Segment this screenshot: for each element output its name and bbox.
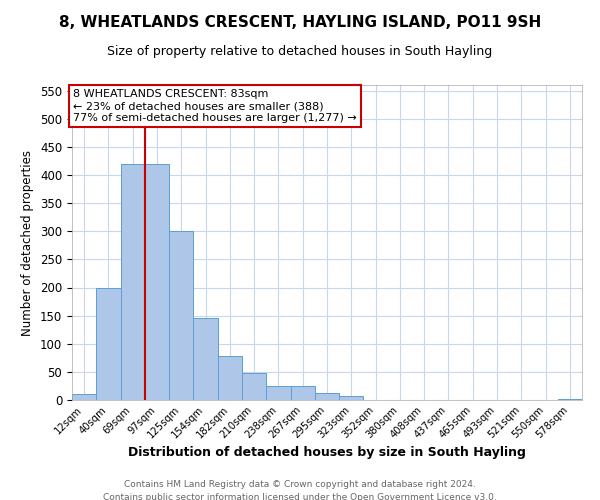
Bar — [558, 399, 582, 400]
Bar — [96, 288, 121, 400]
Text: Contains public sector information licensed under the Open Government Licence v3: Contains public sector information licen… — [103, 492, 497, 500]
Bar — [242, 373, 266, 400]
Bar — [193, 318, 218, 400]
Y-axis label: Number of detached properties: Number of detached properties — [22, 150, 34, 336]
X-axis label: Distribution of detached houses by size in South Hayling: Distribution of detached houses by size … — [128, 446, 526, 459]
Bar — [169, 231, 193, 400]
Bar — [121, 164, 145, 400]
Text: 8 WHEATLANDS CRESCENT: 83sqm
← 23% of detached houses are smaller (388)
77% of s: 8 WHEATLANDS CRESCENT: 83sqm ← 23% of de… — [73, 90, 357, 122]
Text: Size of property relative to detached houses in South Hayling: Size of property relative to detached ho… — [107, 45, 493, 58]
Bar — [72, 394, 96, 400]
Bar — [290, 386, 315, 400]
Text: 8, WHEATLANDS CRESCENT, HAYLING ISLAND, PO11 9SH: 8, WHEATLANDS CRESCENT, HAYLING ISLAND, … — [59, 15, 541, 30]
Bar — [266, 386, 290, 400]
Bar — [218, 356, 242, 400]
Bar — [315, 392, 339, 400]
Text: Contains HM Land Registry data © Crown copyright and database right 2024.: Contains HM Land Registry data © Crown c… — [124, 480, 476, 489]
Bar — [339, 396, 364, 400]
Bar — [145, 164, 169, 400]
